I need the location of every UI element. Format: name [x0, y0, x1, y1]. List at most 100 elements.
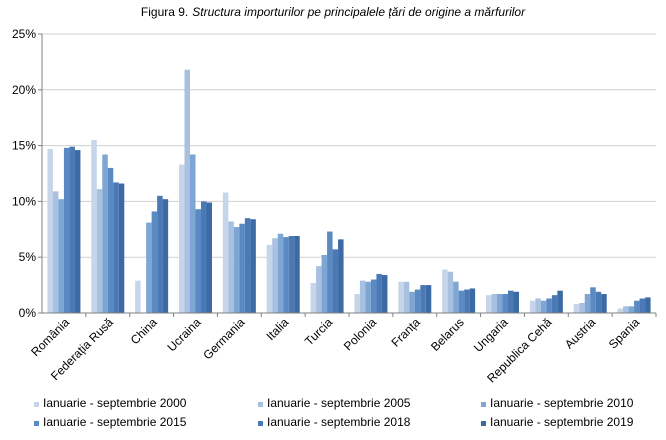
category-label-10: Ungaria	[471, 315, 511, 355]
bar-3-4	[201, 201, 207, 313]
category-label-6: Turcia	[302, 315, 335, 348]
bars	[47, 69, 651, 313]
bar-3-5	[206, 202, 212, 313]
bar-5-5	[294, 235, 300, 313]
bar-3-2	[190, 154, 196, 313]
bar-3-1	[184, 69, 190, 313]
category-label-7: Polonia	[341, 315, 379, 353]
y-tick-label-0: 0%	[19, 306, 37, 320]
bar-2-2	[146, 222, 152, 313]
bar-0-4	[69, 146, 75, 313]
bar-1-2	[102, 154, 108, 313]
y-axis: 0% 5% 10% 15% 20% 25%	[12, 27, 43, 320]
bar-13-1	[623, 306, 629, 313]
bar-10-4	[508, 290, 514, 313]
bar-8-4	[420, 285, 426, 313]
bar-9-1	[447, 271, 454, 313]
bar-5-4	[288, 235, 295, 313]
bar-7-5	[381, 275, 388, 313]
bar-3-0	[179, 164, 185, 313]
bar-9-3	[458, 290, 465, 313]
legend-label-1: Ianuarie - septembrie 2005	[267, 396, 411, 410]
bar-4-0	[222, 192, 229, 313]
bar-10-5	[513, 291, 519, 313]
legend-swatch-2	[481, 402, 486, 407]
bar-7-3	[370, 279, 377, 313]
chart-title: Figura 9. Structura importurilor pe princ…	[141, 5, 526, 19]
bar-4-2	[233, 227, 240, 313]
bar-11-2	[540, 300, 547, 313]
bar-11-1	[535, 298, 541, 313]
bar-8-5	[425, 285, 432, 313]
bar-11-3	[546, 298, 552, 313]
bar-4-3	[239, 223, 245, 313]
y-tick-label-3: 15%	[12, 139, 36, 153]
bar-6-5	[338, 239, 344, 313]
category-label-4: Germania	[200, 315, 247, 362]
category-label-13: Spania	[606, 315, 643, 352]
bar-7-4	[376, 273, 382, 313]
legend-swatch-3	[34, 421, 39, 426]
bar-3-3	[195, 209, 201, 313]
bar-0-5	[74, 150, 81, 313]
bar-8-1	[403, 281, 410, 313]
category-label-8: Franța	[388, 315, 423, 350]
bar-11-5	[557, 290, 563, 313]
legend-swatch-5	[481, 421, 486, 426]
bar-10-0	[486, 295, 492, 313]
bar-9-2	[453, 281, 459, 313]
bar-7-0	[354, 294, 360, 313]
bar-12-1	[579, 302, 585, 313]
bar-9-5	[469, 288, 476, 313]
category-label-3: Ucraina	[164, 315, 203, 354]
bar-2-0	[135, 280, 141, 313]
bar-0-1	[52, 191, 59, 313]
bar-13-0	[617, 308, 624, 313]
bar-4-1	[228, 221, 234, 313]
bar-2-4	[157, 195, 163, 313]
legend-label-5: Ianuarie - septembrie 2019	[490, 415, 634, 429]
bar-9-0	[442, 269, 448, 313]
legend-swatch-1	[258, 402, 263, 407]
bar-13-5	[645, 297, 651, 313]
legend-swatch-4	[258, 421, 263, 426]
bar-4-4	[244, 218, 251, 313]
bar-1-0	[91, 140, 97, 313]
bar-10-3	[502, 294, 508, 313]
y-tick-label-2: 10%	[12, 194, 36, 208]
y-tick-label-1: 5%	[19, 250, 37, 264]
bar-6-1	[316, 266, 322, 313]
bar-6-4	[332, 249, 339, 313]
bar-0-0	[47, 148, 53, 313]
y-tick-label-5: 25%	[12, 27, 36, 41]
bar-12-0	[573, 304, 580, 313]
bar-2-3	[151, 211, 158, 313]
legend-label-4: Ianuarie - septembrie 2018	[267, 415, 411, 429]
gridlines	[42, 33, 656, 258]
bar-1-1	[96, 189, 103, 313]
bar-4-5	[250, 219, 256, 313]
bar-11-4	[551, 295, 558, 313]
bar-5-0	[266, 244, 273, 313]
y-tick-label-4: 20%	[12, 83, 36, 97]
bar-8-2	[409, 291, 415, 313]
bar-0-3	[63, 147, 70, 313]
legend-label-0: Ianuarie - septembrie 2000	[43, 396, 187, 410]
legend-label-2: Ianuarie - septembrie 2010	[490, 396, 634, 410]
bar-5-2	[277, 233, 284, 313]
bar-1-4	[113, 182, 119, 313]
bar-7-1	[359, 280, 366, 313]
legend: Ianuarie - septembrie 2000 Ianuarie - sep…	[34, 396, 634, 429]
category-label-2: China	[128, 315, 160, 347]
bar-10-2	[497, 294, 503, 313]
bar-11-0	[529, 300, 536, 313]
legend-swatch-0	[34, 402, 39, 407]
bar-5-1	[272, 238, 278, 313]
bar-6-0	[310, 282, 317, 313]
bar-1-3	[107, 167, 114, 313]
legend-label-3: Ianuarie - septembrie 2015	[43, 415, 187, 429]
bar-13-2	[628, 306, 635, 313]
bar-7-2	[365, 281, 371, 313]
